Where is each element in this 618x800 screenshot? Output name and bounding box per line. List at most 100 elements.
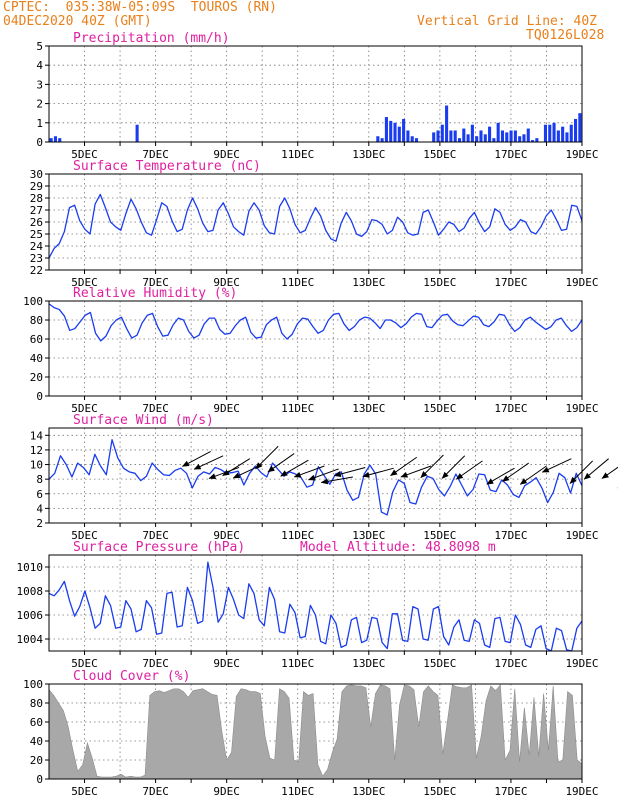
precip-bar bbox=[406, 130, 410, 142]
panel-title-wind: Surface Wind (m/s) bbox=[73, 413, 214, 428]
y-tick-label: 0 bbox=[36, 136, 43, 149]
precip-bar bbox=[436, 130, 440, 142]
x-tick-label: 5DEC bbox=[71, 148, 98, 161]
y-tick-label: 100 bbox=[23, 678, 43, 691]
y-tick-label: 27 bbox=[30, 204, 43, 217]
wind-arrow bbox=[320, 476, 353, 485]
y-tick-label: 24 bbox=[30, 240, 44, 253]
y-tick-label: 1004 bbox=[17, 633, 44, 646]
x-tick-label: 17DEC bbox=[494, 148, 527, 161]
precip-bar bbox=[432, 132, 436, 142]
precip-bar bbox=[565, 132, 569, 142]
x-tick-label: 13DEC bbox=[352, 276, 385, 289]
wind-arrow bbox=[255, 445, 279, 470]
x-tick-label: 17DEC bbox=[494, 402, 527, 415]
x-tick-label: 17DEC bbox=[494, 529, 527, 542]
precip-bar bbox=[49, 138, 53, 142]
y-tick-label: 0 bbox=[36, 773, 43, 786]
header-run-time: 04DEC2020 40Z (GMT) bbox=[3, 14, 152, 29]
x-tick-label: 15DEC bbox=[423, 657, 456, 670]
y-tick-label: 40 bbox=[30, 735, 43, 748]
wind-arrow bbox=[308, 468, 339, 481]
precip-bar bbox=[135, 124, 139, 142]
x-tick-label: 11DEC bbox=[281, 276, 314, 289]
precip-bar bbox=[440, 124, 444, 142]
header-grid-line: Vertical Grid Line: 40Z bbox=[417, 14, 598, 29]
wind-arrow bbox=[222, 458, 251, 477]
panel-wind: Surface Wind (m/s) 2 46 810 12 14 5DEC 7DEC 9DEC… bbox=[30, 413, 618, 542]
y-tick-label: 28 bbox=[30, 192, 43, 205]
precip-bar bbox=[393, 122, 397, 142]
x-tick-label: 11DEC bbox=[281, 657, 314, 670]
y-tick-label: 10 bbox=[30, 459, 43, 472]
panel-title-precipitation: Precipitation (mm/h) bbox=[73, 31, 230, 46]
humidity-line bbox=[48, 303, 583, 342]
y-tick-label: 12 bbox=[30, 444, 43, 457]
precip-bar bbox=[380, 138, 384, 142]
wind-arrow bbox=[420, 454, 444, 479]
precip-bar bbox=[466, 134, 470, 142]
x-tick-label: 15DEC bbox=[423, 276, 456, 289]
y-tick-label: 23 bbox=[30, 252, 43, 265]
panel-title-temperature: Surface Temperature (nC) bbox=[73, 159, 261, 174]
precip-bar bbox=[397, 126, 401, 142]
precip-bar bbox=[462, 128, 466, 142]
x-tick-label: 13DEC bbox=[352, 657, 385, 670]
x-tick-label: 19DEC bbox=[565, 529, 598, 542]
x-tick-label: 5DEC bbox=[71, 276, 98, 289]
cloud-cover-area bbox=[48, 684, 583, 780]
panel-annotation: Model Altitude: 48.8098 m bbox=[300, 540, 496, 555]
x-tick-label: 15DEC bbox=[423, 402, 456, 415]
precip-bar bbox=[526, 128, 530, 142]
x-tick-label: 13DEC bbox=[352, 785, 385, 798]
precip-bar bbox=[384, 117, 388, 142]
x-tick-label: 7DEC bbox=[142, 529, 169, 542]
y-tick-label: 22 bbox=[30, 264, 43, 277]
wind-arrow bbox=[569, 460, 594, 484]
precip-bar bbox=[496, 122, 500, 142]
y-tick-label: 29 bbox=[30, 180, 43, 193]
x-tick-label: 5DEC bbox=[71, 402, 98, 415]
precip-bar bbox=[449, 130, 453, 142]
precip-bar bbox=[402, 118, 406, 142]
x-tick-label: 15DEC bbox=[423, 148, 456, 161]
precip-bar bbox=[500, 130, 505, 142]
panel-frame bbox=[48, 300, 583, 397]
wind-arrow bbox=[519, 465, 547, 485]
wind-arrow bbox=[583, 458, 609, 480]
precip-bar bbox=[509, 130, 513, 142]
y-tick-label: 8 bbox=[36, 473, 43, 486]
precip-bar bbox=[578, 113, 582, 142]
y-tick-label: 26 bbox=[30, 216, 43, 229]
x-tick-label: 17DEC bbox=[494, 276, 527, 289]
y-tick-label: 60 bbox=[30, 333, 43, 346]
panel-cloud-cover: Cloud Cover (%) 0 20 40 60 80 100 5DEC 7DEC 9DEC 1… bbox=[23, 669, 598, 798]
precip-bar bbox=[513, 130, 517, 142]
precip-bar bbox=[561, 126, 565, 142]
precip-bar bbox=[574, 118, 578, 142]
panel-frame bbox=[48, 45, 583, 143]
precip-bar bbox=[488, 126, 492, 142]
precip-bar bbox=[522, 134, 526, 142]
precip-bar bbox=[569, 124, 573, 142]
y-tick-label: 80 bbox=[30, 314, 43, 327]
wind-arrow bbox=[181, 450, 211, 467]
precip-bar bbox=[556, 130, 560, 142]
panel-humidity: Relative Humidity (%) 0 20 40 60 80 100 5DEC 7DE… bbox=[23, 286, 598, 415]
wind-arrow bbox=[362, 467, 394, 478]
y-tick-label: 30 bbox=[30, 168, 43, 181]
y-tick-label: 14 bbox=[30, 429, 44, 442]
x-tick-label: 7DEC bbox=[142, 785, 169, 798]
precip-bar bbox=[479, 130, 483, 142]
precip-bar bbox=[414, 138, 419, 142]
panel-title-humidity: Relative Humidity (%) bbox=[73, 286, 237, 301]
wind-arrow bbox=[390, 456, 418, 476]
x-tick-label: 19DEC bbox=[565, 657, 598, 670]
x-tick-label: 13DEC bbox=[352, 402, 385, 415]
wind-arrow bbox=[193, 455, 224, 470]
x-tick-label: 13DEC bbox=[352, 529, 385, 542]
x-tick-label: 15DEC bbox=[423, 785, 456, 798]
x-tick-label: 17DEC bbox=[494, 785, 527, 798]
x-tick-label: 9DEC bbox=[213, 657, 240, 670]
